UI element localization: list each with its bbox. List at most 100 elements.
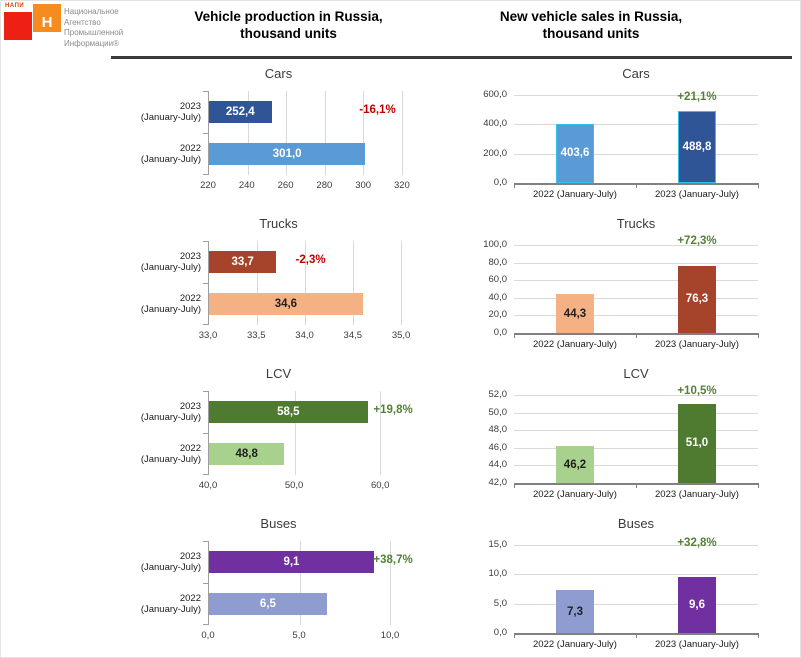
category-label: 2023 (January-July) <box>140 101 201 123</box>
axis-tick <box>514 183 515 188</box>
change-label: +10,5% <box>677 385 717 397</box>
chart-title: Buses <box>617 516 655 531</box>
category-label: 2023 (January-July) <box>140 551 201 573</box>
axis-tick <box>758 183 759 188</box>
sales-chart-trucks: Trucks 44,3 76,3 0,0 20,0 40,0 60,0 80,0 100,0 20… <box>451 211 800 361</box>
axis-tick <box>636 483 637 488</box>
production-chart-cars: Cars 252,4 301,0 2023 (January-July) 2022 (Jan… <box>111 61 446 211</box>
gridline <box>401 241 403 325</box>
bar-value-label: 76,3 <box>685 293 709 306</box>
chart-title: Trucks <box>259 216 298 231</box>
gridline <box>514 95 758 96</box>
bar-value-label: 301,0 <box>272 148 302 160</box>
category-label: 2022 (January-July) <box>140 143 201 165</box>
axis-tick <box>514 483 515 488</box>
logo-orange-square: Н <box>33 4 61 32</box>
axis-tick-label: 280 <box>316 180 333 191</box>
gridline <box>514 465 758 467</box>
gridline <box>514 315 758 317</box>
axis-tick <box>203 624 209 625</box>
bar-value-label: 403,6 <box>560 147 590 160</box>
axis-tick <box>203 133 209 134</box>
axis-tick-label: 42,0 <box>488 477 508 488</box>
axis-tick-label: 60,0 <box>370 480 390 491</box>
bar-value-label: 33,7 <box>231 256 254 268</box>
axis-tick-label: 320 <box>393 180 410 191</box>
logo-text-line: Промышленной <box>64 28 124 37</box>
production-header-line1: Vehicle production in Russia, <box>194 9 383 24</box>
axis-tick <box>636 183 637 188</box>
header-underline <box>111 56 792 59</box>
category-axis: 2022 (January-July) 2023 (January-July) <box>514 639 758 650</box>
axis-tick-label: 220 <box>200 180 216 191</box>
sales-header: New vehicle sales in Russia, thousand un… <box>451 8 731 42</box>
axis-tick-label: 15,0 <box>488 539 508 550</box>
bar-value-label: 51,0 <box>685 437 709 450</box>
axis-tick-label: 0,0 <box>493 177 507 188</box>
category-label: 2022 (January-July) <box>533 489 617 500</box>
category-label: 2022 (January-July) <box>533 339 617 350</box>
gridline <box>380 391 382 475</box>
chart-title: LCV <box>623 366 649 381</box>
bar-2023: 33,7 <box>209 251 277 273</box>
axis-tick <box>203 174 209 175</box>
gridline <box>514 412 758 414</box>
category-axis: 2022 (January-July) 2023 (January-July) <box>514 489 758 500</box>
axis-tick-label: 100,0 <box>483 239 507 250</box>
change-label: +21,1% <box>677 91 717 103</box>
gridline <box>286 91 288 175</box>
axis-tick-label: 48,0 <box>488 424 508 436</box>
axis-tick <box>203 474 209 475</box>
bar-2022: 44,3 <box>556 294 594 333</box>
bar-value-label: 34,6 <box>274 298 298 310</box>
gridline <box>324 91 326 175</box>
plot-area: 7,3 9,6 <box>514 545 758 633</box>
chart-title: Trucks <box>616 216 656 231</box>
axis-tick-label: 600,0 <box>483 89 507 100</box>
plot-area: 33,7 34,6 <box>203 241 431 325</box>
category-axis: 2023 (January-July) 2022 (January-July) <box>111 541 201 625</box>
gridline <box>514 603 758 605</box>
production-charts-column: Cars 252,4 301,0 2023 (January-July) 2022 (Jan… <box>111 61 446 657</box>
bar-value-label: 9,6 <box>689 598 705 611</box>
plot-area: 403,6 488,8 <box>514 95 758 183</box>
change-label: +19,8% <box>373 404 413 416</box>
gridline <box>514 280 758 282</box>
axis-tick <box>203 91 209 92</box>
gridline <box>305 241 307 325</box>
bar-2023: 9,6 <box>678 576 716 633</box>
change-label: -2,3% <box>295 254 326 266</box>
gridline <box>514 262 758 264</box>
axis-tick <box>203 583 209 584</box>
bar-2023: 51,0 <box>678 403 716 483</box>
change-label: +38,7% <box>373 554 413 566</box>
category-axis: 2022 (January-July) 2023 (January-July) <box>514 339 758 350</box>
axis-tick <box>514 633 515 638</box>
axis-tick-label: 300 <box>355 180 372 191</box>
axis-tick <box>758 633 759 638</box>
axis-tick-label: 80,0 <box>488 256 508 268</box>
gridline <box>514 447 758 449</box>
category-label: 2023 (January-July) <box>655 339 739 350</box>
axis-tick-label: 50,0 <box>488 406 508 418</box>
axis-tick-label: 0,0 <box>493 327 507 338</box>
axis-tick-label: 34,5 <box>343 330 363 341</box>
bar-value-label: 252,4 <box>225 106 255 118</box>
gridline <box>363 91 365 175</box>
category-axis: 2023 (January-July) 2022 (January-July) <box>111 241 201 325</box>
napi-logo: НАПИ Н Национальное Агентство Промышленн… <box>1 1 124 61</box>
chart-title: Cars <box>622 66 650 81</box>
axis-tick-label: 35,0 <box>391 330 411 341</box>
axis-tick <box>203 283 209 284</box>
category-axis: 2022 (January-July) 2023 (January-July) <box>514 189 758 200</box>
axis-tick <box>203 241 209 242</box>
production-chart-lcv: LCV 58,5 48,8 2023 (January-July) 2022 (Januar… <box>111 361 446 511</box>
bar-2023: 58,5 <box>209 401 368 423</box>
bar-2022: 301,0 <box>209 143 366 165</box>
gridline <box>514 245 758 246</box>
category-label: 2022 (January-July) <box>140 593 201 615</box>
sales-chart-lcv: LCV 46,2 51,0 42,0 44,0 46,0 48,0 50,0 52,0 2022 … <box>451 361 800 511</box>
axis-tick-label: 5,0 <box>493 597 507 609</box>
axis-tick-label: 40,0 <box>198 480 218 491</box>
axis-tick <box>514 333 515 338</box>
